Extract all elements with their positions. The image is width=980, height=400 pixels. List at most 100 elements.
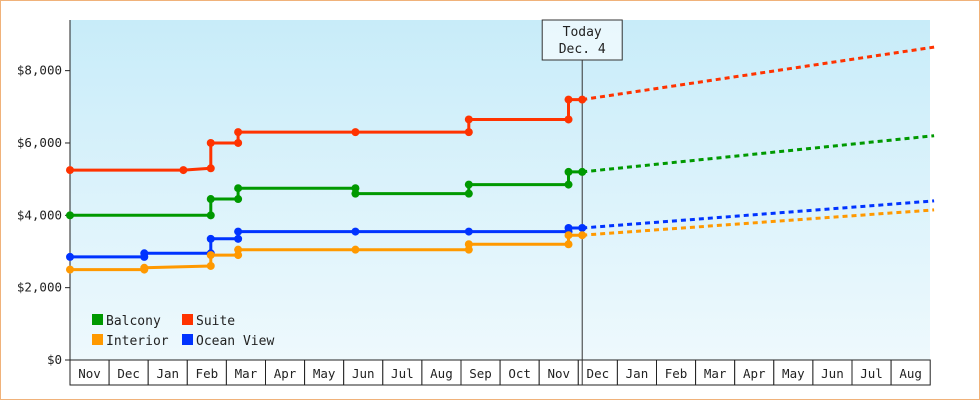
legend-swatch <box>182 314 193 325</box>
x-tick-cell <box>890 359 931 386</box>
x-tick-cell <box>186 359 227 386</box>
data-point <box>464 227 473 236</box>
x-tick-cell <box>421 359 462 386</box>
legend-label: Suite <box>196 314 235 329</box>
x-tick-label: May <box>782 366 805 381</box>
series-suite <box>66 45 935 175</box>
data-point <box>578 95 587 104</box>
data-point <box>564 223 573 232</box>
x-tick-cell <box>343 359 384 386</box>
y-tick-label: $0 <box>47 352 62 367</box>
y-tick-label: $2,000 <box>17 280 62 295</box>
data-point <box>564 231 573 240</box>
x-tick-label: Mar <box>235 366 258 381</box>
series-projection <box>582 199 935 230</box>
x-tick-label: Feb <box>196 366 219 381</box>
today-label: Today <box>563 25 602 40</box>
legend-swatch <box>182 334 193 345</box>
data-point <box>464 180 473 189</box>
data-point <box>578 223 587 232</box>
data-point <box>351 128 360 137</box>
series-balcony <box>66 134 935 220</box>
x-tick-cell <box>616 359 658 386</box>
data-point <box>351 227 360 236</box>
data-point <box>206 211 215 220</box>
x-tick-label: Aug <box>899 366 922 381</box>
data-point <box>234 245 243 254</box>
x-tick-label: Feb <box>665 366 688 381</box>
data-point <box>206 138 215 147</box>
data-point <box>179 166 188 175</box>
x-tick-label: Oct <box>508 366 531 381</box>
data-point <box>234 138 243 147</box>
x-tick-label: Mar <box>704 366 727 381</box>
x-tick-label: Jan <box>156 366 179 381</box>
data-point <box>234 227 243 236</box>
x-tick-label: Aug <box>430 366 453 381</box>
data-point <box>564 240 573 249</box>
data-point <box>66 265 74 274</box>
data-point <box>140 263 149 272</box>
data-point <box>464 240 473 249</box>
x-tick-cell <box>69 359 110 386</box>
x-tick-label: Jun <box>821 366 844 381</box>
data-point <box>234 195 243 204</box>
data-point <box>66 252 74 261</box>
data-point <box>234 234 243 243</box>
data-point <box>206 234 215 243</box>
x-tick-cell <box>225 359 266 386</box>
legend-label: Ocean View <box>196 334 274 349</box>
series-interior <box>66 208 935 274</box>
x-tick-cell <box>656 359 697 386</box>
data-point <box>464 189 473 198</box>
x-tick-cell <box>108 359 149 386</box>
data-point <box>564 167 573 176</box>
x-tick-cell <box>773 359 814 386</box>
today-box <box>541 19 623 61</box>
y-tick-label: $8,000 <box>17 63 62 78</box>
data-point <box>66 166 74 175</box>
legend-label: Balcony <box>106 314 161 329</box>
plot-background <box>70 20 930 360</box>
data-point <box>234 128 243 137</box>
data-point <box>564 95 573 104</box>
series-projection <box>582 134 935 174</box>
x-tick-cell <box>499 359 540 386</box>
x-tick-cell <box>538 359 579 386</box>
data-point <box>206 251 215 260</box>
data-point <box>564 115 573 124</box>
data-point <box>464 128 473 137</box>
data-point <box>140 249 149 258</box>
legend-swatch <box>92 334 103 345</box>
data-point <box>564 180 573 189</box>
data-point <box>66 211 74 220</box>
y-tick-label: $6,000 <box>17 135 62 150</box>
x-tick-cell <box>147 359 188 386</box>
data-point <box>351 189 360 198</box>
x-tick-label: Dec <box>117 366 140 381</box>
x-tick-label: Nov <box>547 366 570 381</box>
x-tick-label: Jul <box>860 366 883 381</box>
y-tick-label: $4,000 <box>17 207 62 222</box>
x-tick-label: Apr <box>743 366 766 381</box>
x-tick-cell <box>851 359 892 386</box>
x-tick-label: Dec <box>587 366 610 381</box>
legend-label: Interior <box>106 334 169 349</box>
series-projection <box>582 208 935 237</box>
x-tick-label: May <box>313 366 336 381</box>
data-point <box>351 245 360 254</box>
today-date: Dec. 4 <box>559 42 606 57</box>
x-tick-cell <box>812 359 853 386</box>
x-tick-cell <box>734 359 775 386</box>
legend-swatch <box>92 314 103 325</box>
x-tick-label: Sep <box>469 366 492 381</box>
data-point <box>464 115 473 124</box>
x-tick-label: Jan <box>626 366 649 381</box>
data-point <box>578 167 587 176</box>
data-point <box>206 195 215 204</box>
x-tick-label: Jul <box>391 366 414 381</box>
x-tick-label: Nov <box>78 366 101 381</box>
data-point <box>206 261 215 270</box>
data-point <box>206 164 215 173</box>
